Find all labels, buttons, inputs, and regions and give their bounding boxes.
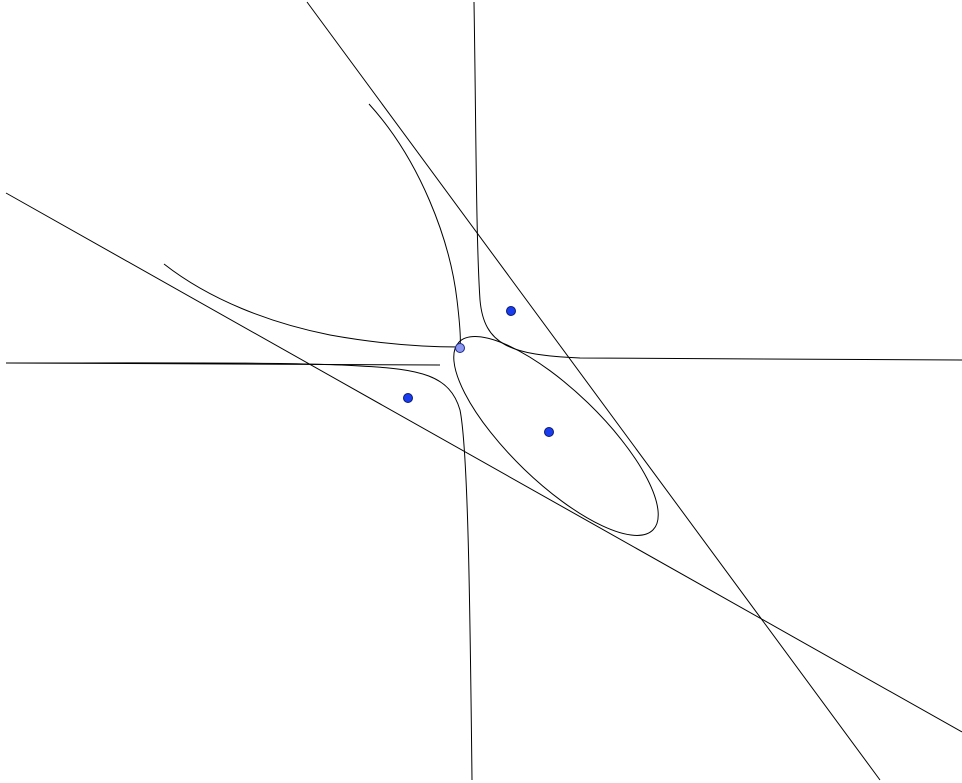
point-lower-left: [403, 393, 413, 403]
ellipse: [453, 336, 659, 536]
diagonal-line-right: [306, 1, 881, 781]
diagonal-line-left: [5, 192, 962, 733]
upper-left-branch: [163, 103, 461, 348]
point-ellipse-center: [544, 427, 554, 437]
point-upper-right: [506, 306, 516, 316]
vertex-point[interactable]: [455, 343, 465, 353]
upper-right-branch: [473, 1, 962, 361]
lower-left-branch: [5, 362, 473, 781]
